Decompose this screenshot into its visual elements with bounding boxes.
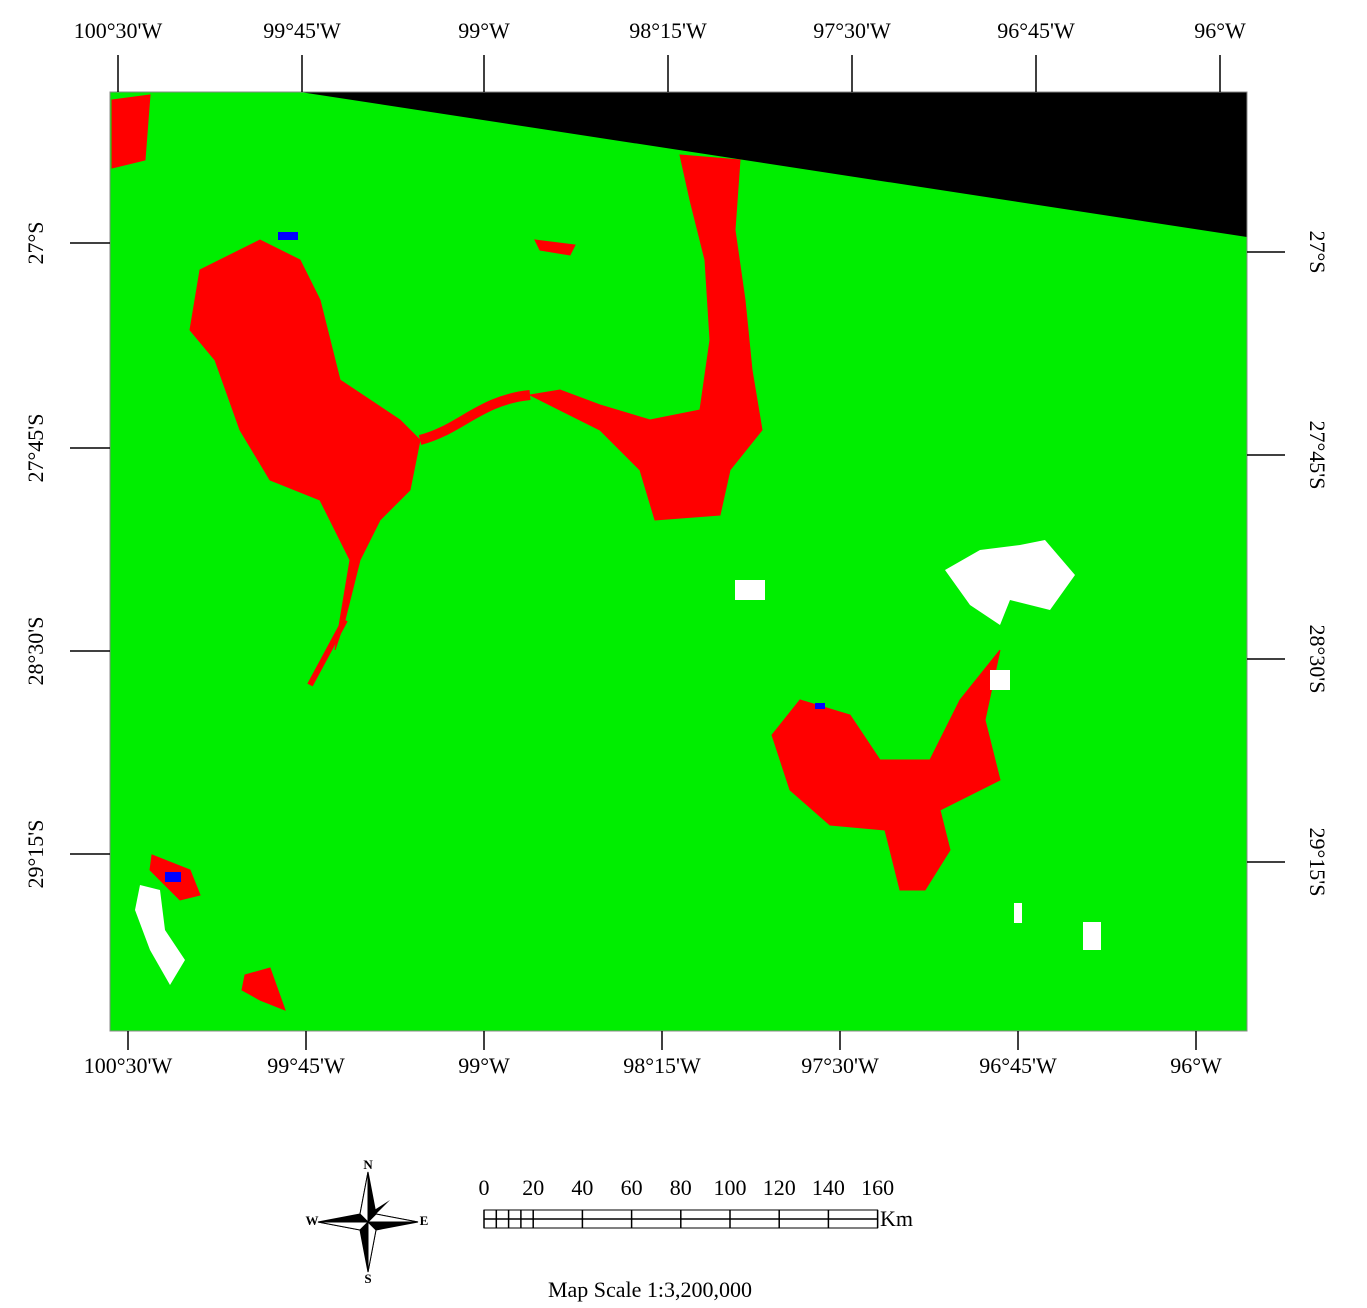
latitude-label: 28°30'S bbox=[23, 617, 48, 686]
longitude-label: 96°45'W bbox=[979, 1053, 1057, 1078]
white-class bbox=[135, 540, 1101, 985]
scale-label: 100 bbox=[714, 1175, 747, 1200]
scale-bar bbox=[483, 1209, 879, 1229]
channel bbox=[418, 390, 531, 445]
scale-label: 140 bbox=[812, 1175, 845, 1200]
latitude-label: 27°S bbox=[23, 221, 48, 264]
longitude-label: 100°30'W bbox=[84, 1053, 173, 1078]
patch bbox=[534, 239, 576, 256]
longitude-label: 99°W bbox=[458, 1053, 510, 1078]
west-patch bbox=[189, 239, 421, 651]
compass-letter: N bbox=[363, 1157, 373, 1172]
channel bbox=[307, 618, 348, 687]
longitude-label: 96°45'W bbox=[997, 18, 1075, 43]
cloud-patch bbox=[735, 580, 765, 600]
longitude-label: 99°W bbox=[458, 18, 510, 43]
water-patch bbox=[815, 703, 825, 709]
scale-label: 40 bbox=[571, 1175, 593, 1200]
scale-unit: Km bbox=[880, 1206, 913, 1231]
compass-star bbox=[367, 1220, 377, 1273]
map-area bbox=[110, 92, 1247, 1031]
cloud-patch bbox=[135, 885, 185, 985]
compass-star bbox=[317, 1221, 370, 1231]
southeast-patch bbox=[771, 649, 1001, 891]
cloud-patch bbox=[990, 670, 1010, 690]
cloud-patch bbox=[1083, 922, 1101, 950]
scale-label: 160 bbox=[861, 1175, 894, 1200]
compass-star bbox=[368, 1200, 390, 1217]
compass-letter: W bbox=[306, 1213, 319, 1228]
compass-star bbox=[359, 1171, 369, 1224]
map-frame bbox=[109, 91, 1248, 1032]
compass-letter: E bbox=[420, 1213, 429, 1228]
latitude-label: 28°30'S bbox=[1305, 625, 1330, 694]
cloud-patch bbox=[945, 540, 1075, 625]
longitude-label: 99°45'W bbox=[263, 18, 341, 43]
patch bbox=[241, 967, 286, 1011]
compass-rose: N S E W bbox=[306, 1157, 429, 1286]
red-class bbox=[111, 94, 1001, 1011]
scale-label: 20 bbox=[522, 1175, 544, 1200]
longitude-label: 96°W bbox=[1170, 1053, 1222, 1078]
longitude-label: 100°30'W bbox=[74, 18, 163, 43]
scale-label: 60 bbox=[621, 1175, 643, 1200]
longitude-label: 97°30'W bbox=[813, 18, 891, 43]
scale-label: 0 bbox=[479, 1175, 490, 1200]
cloud-patch bbox=[1014, 903, 1022, 923]
river-patch bbox=[528, 154, 763, 521]
scale-label: 80 bbox=[670, 1175, 692, 1200]
longitude-label: 97°30'W bbox=[801, 1053, 879, 1078]
longitude-label: 98°15'W bbox=[629, 18, 707, 43]
water-patch bbox=[165, 872, 181, 882]
longitude-label: 96°W bbox=[1194, 18, 1246, 43]
longitude-label: 98°15'W bbox=[623, 1053, 701, 1078]
compass-star bbox=[366, 1213, 419, 1223]
latitude-label: 27°S bbox=[1305, 230, 1330, 273]
compass-letter: S bbox=[364, 1271, 371, 1286]
latitude-label: 29°15'S bbox=[1305, 828, 1330, 897]
scale-label: 120 bbox=[763, 1175, 796, 1200]
blue-class bbox=[165, 232, 825, 882]
latitude-label: 29°15'S bbox=[23, 820, 48, 889]
no-data-region bbox=[300, 92, 1247, 237]
map-scale: Map Scale 1:3,200,000 bbox=[548, 1277, 752, 1302]
latitude-label: 27°45'S bbox=[1305, 421, 1330, 490]
patch bbox=[111, 94, 151, 169]
longitude-label: 99°45'W bbox=[267, 1053, 345, 1078]
latitude-label: 27°45'S bbox=[23, 414, 48, 483]
water-patch bbox=[278, 232, 298, 240]
